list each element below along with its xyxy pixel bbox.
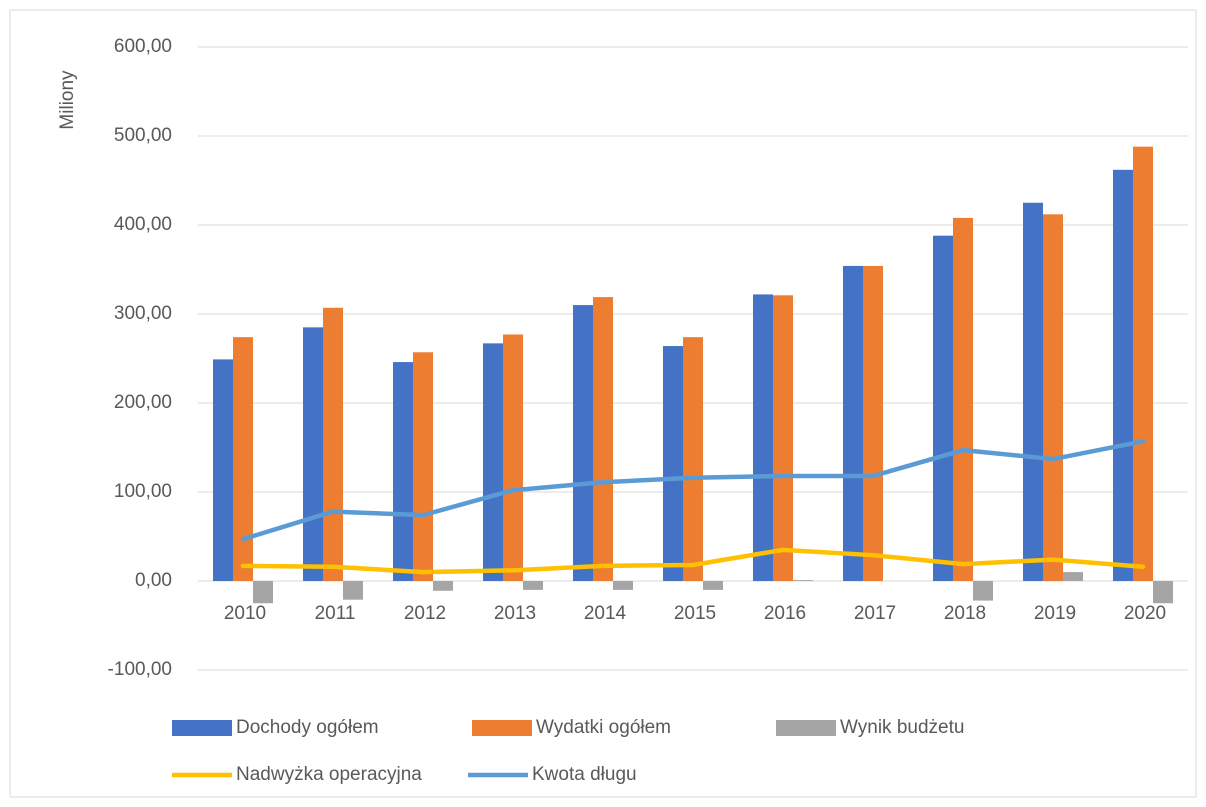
y-tick-label: 200,00 bbox=[114, 392, 172, 413]
y-tick-label: 300,00 bbox=[114, 303, 172, 324]
bar bbox=[863, 265, 883, 581]
bar bbox=[703, 581, 723, 590]
bar bbox=[753, 294, 773, 581]
x-tick-label: 2014 bbox=[584, 603, 627, 624]
line bbox=[240, 439, 1146, 542]
bar bbox=[253, 581, 273, 604]
bar bbox=[973, 581, 993, 601]
bar bbox=[323, 307, 343, 581]
x-tick-label: 2016 bbox=[764, 603, 806, 624]
bar bbox=[1063, 572, 1083, 581]
y-tick-label: 400,00 bbox=[114, 214, 172, 235]
bar bbox=[1153, 581, 1173, 604]
bar bbox=[483, 343, 503, 581]
bar bbox=[413, 352, 433, 581]
x-tick-label: 2018 bbox=[944, 603, 986, 624]
bar bbox=[683, 337, 703, 581]
bar bbox=[1023, 202, 1043, 581]
legend-label: Wynik budżetu bbox=[840, 717, 964, 738]
bar bbox=[613, 581, 633, 590]
x-tick-label: 2010 bbox=[224, 603, 266, 624]
line bbox=[240, 547, 1146, 575]
bar bbox=[1043, 214, 1063, 581]
x-tick-label: 2020 bbox=[1124, 603, 1166, 624]
legend-swatch bbox=[172, 720, 232, 736]
x-tick-label: 2013 bbox=[494, 603, 536, 624]
x-tick-label: 2017 bbox=[854, 603, 896, 624]
x-tick-label: 2011 bbox=[315, 603, 356, 624]
y-tick-label: 100,00 bbox=[114, 481, 172, 502]
legend-label: Kwota długu bbox=[532, 764, 637, 785]
bar bbox=[303, 327, 323, 581]
bar bbox=[1133, 146, 1153, 581]
y-tick-label: 500,00 bbox=[114, 125, 172, 146]
bar bbox=[393, 362, 413, 581]
legend-label: Wydatki ogółem bbox=[536, 717, 671, 738]
bar bbox=[213, 359, 233, 581]
bar bbox=[573, 305, 593, 581]
bar bbox=[793, 580, 813, 581]
bar bbox=[843, 265, 863, 581]
bar bbox=[433, 581, 453, 591]
bar bbox=[593, 297, 613, 581]
y-tick-label: 600,00 bbox=[114, 36, 172, 57]
y-tick-label: 0,00 bbox=[135, 570, 172, 591]
x-tick-label: 2012 bbox=[404, 603, 446, 624]
bar bbox=[343, 581, 363, 600]
bar bbox=[773, 295, 793, 581]
x-tick-label: 2015 bbox=[674, 603, 716, 624]
x-tick-label: 2019 bbox=[1034, 603, 1076, 624]
y-axis-label: Miliony bbox=[57, 70, 78, 130]
bar bbox=[523, 581, 543, 590]
bar bbox=[233, 337, 253, 581]
legend-swatch bbox=[472, 720, 532, 736]
legend-label: Dochody ogółem bbox=[236, 717, 379, 738]
bar bbox=[953, 217, 973, 581]
bar bbox=[1113, 169, 1133, 581]
y-tick-label: -100,00 bbox=[108, 659, 172, 680]
legend-swatch bbox=[776, 720, 836, 736]
bar bbox=[663, 346, 683, 581]
bar bbox=[933, 235, 953, 581]
legend-label: Nadwyżka operacyjna bbox=[236, 764, 422, 785]
bar bbox=[503, 334, 523, 581]
